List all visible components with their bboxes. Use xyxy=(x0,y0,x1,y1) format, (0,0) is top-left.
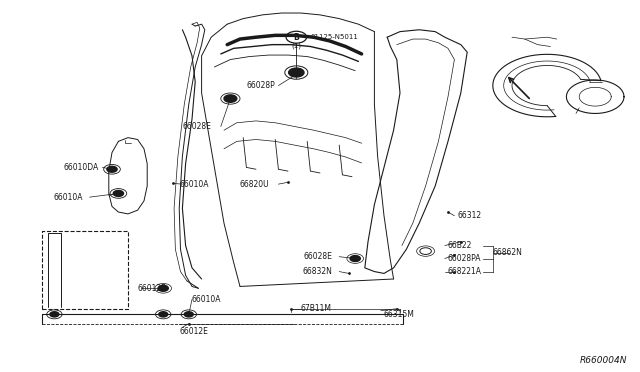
Text: 66012E: 66012E xyxy=(179,327,208,336)
Text: 66862N: 66862N xyxy=(493,248,523,257)
Text: 66010A: 66010A xyxy=(179,180,209,189)
Text: 668221A: 668221A xyxy=(448,267,482,276)
Circle shape xyxy=(350,256,360,262)
Circle shape xyxy=(113,190,124,196)
Text: 66028E: 66028E xyxy=(304,252,333,261)
Text: 66010DA: 66010DA xyxy=(64,163,99,172)
Text: 66010A: 66010A xyxy=(54,193,83,202)
Text: R660004N: R660004N xyxy=(580,356,627,365)
Circle shape xyxy=(107,166,117,172)
Circle shape xyxy=(224,95,237,102)
Text: 67B11M: 67B11M xyxy=(301,304,332,313)
Text: B: B xyxy=(294,33,299,42)
Text: 66315M: 66315M xyxy=(384,310,415,319)
Text: 01125-N5011: 01125-N5011 xyxy=(310,34,358,40)
Text: 66820U: 66820U xyxy=(239,180,269,189)
Circle shape xyxy=(184,312,193,317)
Circle shape xyxy=(159,312,168,317)
Circle shape xyxy=(158,285,168,291)
Text: (1): (1) xyxy=(291,42,301,49)
Circle shape xyxy=(289,68,304,77)
Circle shape xyxy=(50,312,59,317)
Text: 66028PA: 66028PA xyxy=(448,254,481,263)
Text: 66B22: 66B22 xyxy=(448,241,472,250)
Text: 66010A: 66010A xyxy=(192,295,221,304)
Text: 66012B: 66012B xyxy=(138,284,167,293)
Text: 66832N: 66832N xyxy=(303,267,333,276)
Text: 66028E: 66028E xyxy=(182,122,211,131)
Text: 66312: 66312 xyxy=(458,211,482,220)
Text: 66028P: 66028P xyxy=(246,81,275,90)
